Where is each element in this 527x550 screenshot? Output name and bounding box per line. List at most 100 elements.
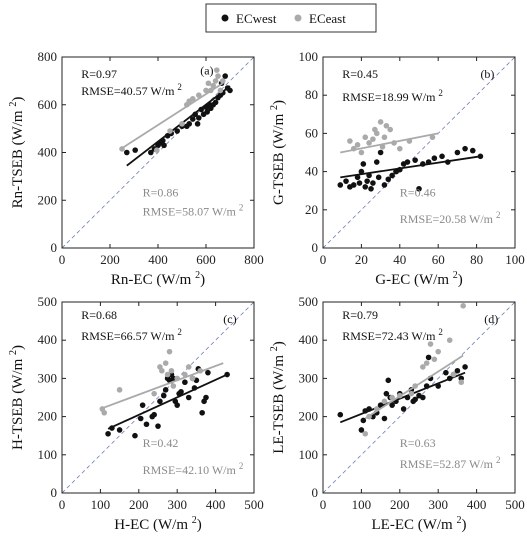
point-west: [182, 379, 188, 386]
point-east: [215, 73, 221, 79]
panel-label: (d): [484, 312, 498, 326]
x-tick-label: 300: [167, 497, 187, 512]
legend-marker-west: [221, 14, 229, 22]
fit-line-west: [126, 85, 231, 167]
point-west: [443, 369, 449, 376]
point-west: [212, 99, 219, 106]
point-east: [431, 356, 438, 363]
point-west: [400, 406, 407, 412]
panel-4: 0 100 200 300 400 500 0 100 200 300 400 500 R=0.79 RM…: [269, 294, 525, 533]
point-west: [420, 394, 426, 401]
legend-marker-east: [294, 14, 302, 22]
x-tick-label: 200: [390, 497, 410, 512]
fit-line-east: [364, 354, 464, 420]
point-east: [423, 360, 430, 366]
point-west: [370, 180, 376, 186]
point-east: [167, 128, 173, 134]
point-west: [174, 128, 180, 134]
point-east: [205, 80, 212, 87]
point-east: [450, 371, 457, 378]
point-west: [360, 417, 367, 424]
stat-rmse-west: RMSE=66.57 W/m 2: [81, 327, 182, 343]
x-axis-label: G-EC (W/m 2): [375, 270, 462, 288]
point-west: [132, 147, 138, 153]
stat-r-west: R=0.45: [342, 67, 378, 81]
legend-label-west: ECwest: [236, 11, 277, 26]
point-west: [139, 402, 146, 408]
point-west: [356, 180, 363, 186]
point-west: [381, 415, 388, 422]
point-west: [160, 392, 167, 399]
stat-r-east: R=0.63: [400, 436, 436, 450]
point-east: [101, 409, 108, 416]
y-axis-label: G-TSEB (W/m 2): [269, 100, 287, 205]
point-east: [214, 67, 220, 73]
point-east: [196, 92, 202, 98]
fit-line-west: [107, 373, 228, 430]
point-west: [124, 149, 130, 156]
point-west: [137, 415, 144, 422]
point-west: [364, 178, 370, 184]
point-west: [148, 149, 154, 156]
point-west: [199, 409, 205, 416]
stat-rmse-west: RMSE=18.99 W/m 2: [342, 88, 443, 104]
point-east: [354, 142, 361, 148]
point-east: [458, 379, 465, 386]
point-west: [425, 354, 432, 361]
stat-rmse-east: RMSE=20.58 W/m 2: [400, 210, 501, 226]
point-west: [194, 121, 201, 127]
point-west: [469, 147, 476, 154]
point-east: [358, 149, 365, 156]
y-axis-label: H-TSEB (W/m 2): [8, 345, 26, 450]
point-east: [189, 375, 196, 382]
x-tick-label: 200: [129, 497, 149, 512]
x-tick-label: 0: [59, 497, 66, 512]
stat-r-west: R=0.68: [81, 308, 117, 322]
point-west: [454, 367, 461, 374]
one-to-one-line: [62, 302, 254, 493]
point-west: [360, 161, 367, 167]
x-tick-label: 60: [432, 252, 445, 267]
series-east: [119, 67, 226, 153]
series-west: [337, 145, 484, 192]
x-tick-label: 800: [244, 252, 264, 267]
point-east: [366, 140, 372, 146]
point-west: [462, 364, 468, 370]
stat-r-east: R=0.86: [143, 185, 179, 199]
y-tick-label: 800: [38, 49, 58, 64]
x-tick-label: 400: [467, 497, 487, 512]
point-west: [151, 411, 157, 418]
stat-rmse-west: RMSE=40.57 W/m 2: [81, 82, 182, 98]
fit-line-west: [340, 155, 481, 179]
y-axis-label: Rn-TSEB (W/m 2): [8, 97, 26, 209]
y-tick-label: 100: [38, 447, 58, 462]
point-west: [439, 153, 445, 160]
stat-r-east: R=0.46: [400, 185, 436, 199]
point-west: [454, 149, 461, 156]
x-tick-label: 100: [505, 252, 525, 267]
y-tick-label: 200: [38, 192, 58, 207]
point-east: [370, 136, 376, 142]
panel-label: (a): [200, 63, 213, 77]
stat-rmse-west: RMSE=72.43 W/m 2: [342, 327, 443, 343]
panel-1: 0 200 400 600 800 0 200 400 600 800 R=0.97RMSE=40.…: [8, 49, 264, 288]
point-east: [166, 348, 173, 355]
point-east: [381, 134, 388, 141]
point-west: [205, 369, 211, 376]
y-tick-label: 80: [305, 87, 318, 102]
y-tick-label: 40: [305, 164, 318, 179]
fit-line-east: [102, 362, 224, 410]
point-west: [143, 421, 150, 428]
stat-rmse-east: RMSE=58.07 W/m 2: [143, 203, 244, 219]
point-east: [185, 364, 192, 370]
y-tick-label: 100: [299, 447, 319, 462]
series-west: [105, 366, 230, 439]
point-east: [347, 138, 353, 144]
point-east: [373, 130, 380, 137]
y-tick-label: 400: [299, 332, 319, 347]
x-tick-label: 0: [320, 252, 327, 267]
point-west: [389, 402, 395, 408]
point-west: [412, 396, 418, 403]
point-west: [178, 388, 184, 395]
point-east: [159, 367, 165, 374]
